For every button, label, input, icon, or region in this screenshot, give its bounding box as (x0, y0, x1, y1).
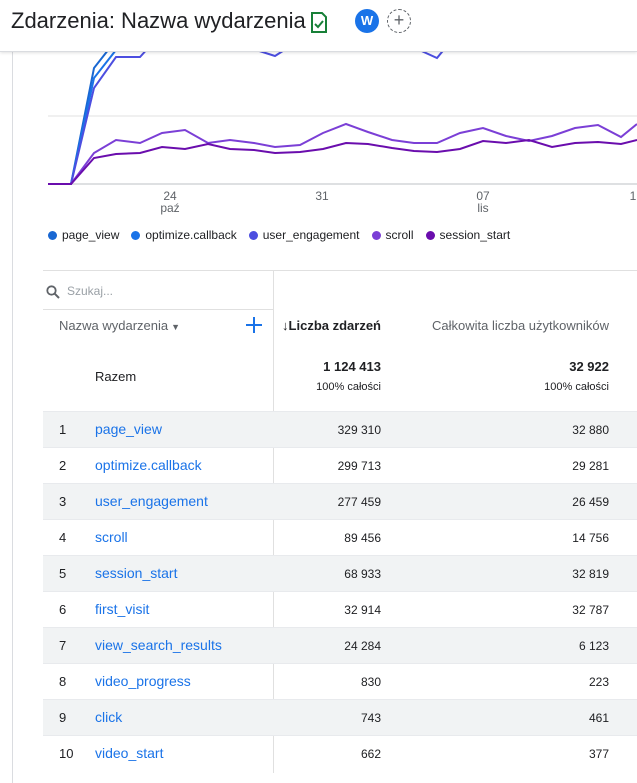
row-index: 3 (59, 494, 67, 509)
table-row: 4 scroll 89 456 14 756 (43, 519, 637, 555)
legend-item[interactable]: user_engagement (248, 228, 360, 242)
table-column-divider (273, 270, 274, 773)
series-line-scroll (48, 122, 637, 185)
x-tick-day: 24 (163, 189, 177, 203)
row-index: 2 (59, 458, 67, 473)
events-table (43, 270, 637, 772)
event-count-cell: 329 310 (337, 423, 381, 437)
table-row: 5 session_start 68 933 32 819 (43, 555, 637, 591)
search-input[interactable] (67, 282, 257, 300)
legend-item[interactable]: scroll (371, 228, 414, 242)
row-index: 6 (59, 602, 67, 617)
legend-item[interactable]: session_start (425, 228, 511, 242)
event-count-cell: 830 (360, 675, 381, 689)
add-comparison-button[interactable]: + (387, 9, 411, 33)
legend-label: session_start (439, 228, 511, 242)
event-count-cell: 277 459 (337, 495, 381, 509)
total-users: 32 922 (569, 359, 609, 374)
total-users-cell: 29 281 (572, 459, 609, 473)
caret-down-icon: ▼ (171, 322, 181, 332)
event-count-cell: 662 (360, 747, 381, 761)
x-tick-month: lis (477, 201, 488, 215)
chart-gridlines (48, 47, 637, 185)
event-name-link[interactable]: page_view (95, 421, 162, 437)
metric-column-header-event-count[interactable]: ↓Liczba zdarzeń (282, 318, 381, 333)
event-count-cell: 299 713 (337, 459, 381, 473)
event-count-cell: 68 933 (344, 567, 381, 581)
event-name-link[interactable]: optimize.callback (95, 457, 202, 473)
legend-dot-icon (131, 230, 141, 240)
table-row: 10 video_start 662 377 (43, 735, 637, 771)
dimension-header-label: Nazwa wydarzenia (59, 318, 169, 333)
event-count-cell: 89 456 (344, 531, 381, 545)
metric-column-header-total-users[interactable]: Całkowita liczba użytkowników (431, 318, 609, 333)
event-name-link[interactable]: scroll (95, 529, 128, 545)
card-border (12, 52, 13, 783)
add-dimension-button[interactable] (245, 316, 263, 334)
x-tick-day: 1 (630, 189, 637, 203)
event-count-cell: 32 914 (344, 603, 381, 617)
total-users-cell: 223 (588, 675, 609, 689)
row-index: 1 (59, 422, 67, 437)
total-event-count-percent: 100% całości (316, 381, 381, 393)
table-row: 8 video_progress 830 223 (43, 663, 637, 699)
page-title: Zdarzenia: Nazwa wydarzenia (11, 8, 306, 33)
event-name-link[interactable]: video_start (95, 745, 164, 761)
table-row: 9 click 743 461 (43, 699, 637, 735)
total-event-count: 1 124 413 (323, 359, 381, 374)
legend-dot-icon (371, 230, 381, 240)
total-users-cell: 377 (588, 747, 609, 761)
event-name-link[interactable]: session_start (95, 565, 178, 581)
total-users-cell: 26 459 (572, 495, 609, 509)
page-header: Zdarzenia: Nazwa wydarzenia W + (0, 0, 637, 52)
legend-label: scroll (385, 228, 414, 242)
totals-label: Razem (95, 369, 137, 384)
total-users-cell: 6 123 (578, 639, 609, 653)
event-name-link[interactable]: video_progress (95, 673, 191, 689)
dimension-column-header[interactable]: Nazwa wydarzenia ▼ (59, 318, 180, 333)
report-verified-icon[interactable] (310, 12, 328, 33)
event-name-link[interactable]: click (95, 709, 123, 725)
comparison-avatar[interactable]: W (355, 9, 379, 33)
event-count-cell: 743 (360, 711, 381, 725)
row-index: 7 (59, 638, 67, 653)
table-row: 2 optimize.callback 299 713 29 281 (43, 447, 637, 483)
total-users-cell: 32 819 (572, 567, 609, 581)
table-search (43, 270, 273, 310)
series-line-session_start (48, 138, 637, 185)
x-tick-month: paź (160, 201, 179, 215)
total-users-cell: 32 880 (572, 423, 609, 437)
row-index: 5 (59, 566, 67, 581)
row-index: 10 (59, 746, 74, 761)
search-icon (46, 285, 60, 299)
row-index: 9 (59, 710, 67, 725)
legend-dot-icon (425, 230, 435, 240)
event-count-cell: 24 284 (344, 639, 381, 653)
row-index: 4 (59, 530, 67, 545)
chart-legend: page_view optimize.callback user_engagemen… (48, 228, 510, 242)
table-row: 3 user_engagement 277 459 26 459 (43, 483, 637, 519)
row-index: 8 (59, 674, 67, 689)
x-tick-day: 31 (315, 189, 329, 203)
total-users-cell: 14 756 (572, 531, 609, 545)
event-name-link[interactable]: view_search_results (95, 637, 222, 653)
table-row: 1 page_view 329 310 32 880 (43, 411, 637, 447)
legend-label: optimize.callback (145, 228, 237, 242)
legend-dot-icon (248, 230, 258, 240)
event-name-link[interactable]: first_visit (95, 601, 150, 617)
legend-label: user_engagement (262, 228, 360, 242)
x-tick-day: 07 (476, 189, 490, 203)
table-row: 6 first_visit 32 914 32 787 (43, 591, 637, 627)
legend-label: page_view (62, 228, 120, 242)
table-row: 7 view_search_results 24 284 6 123 (43, 627, 637, 663)
event-name-link[interactable]: user_engagement (95, 493, 208, 509)
legend-dot-icon (48, 230, 57, 240)
total-users-percent: 100% całości (544, 381, 609, 393)
legend-item[interactable]: page_view (48, 228, 119, 242)
total-users-cell: 461 (588, 711, 609, 725)
total-users-cell: 32 787 (572, 603, 609, 617)
legend-item[interactable]: optimize.callback (131, 228, 237, 242)
table-body: 1 page_view 329 310 32 880 2 optimize.callbac… (43, 411, 637, 771)
